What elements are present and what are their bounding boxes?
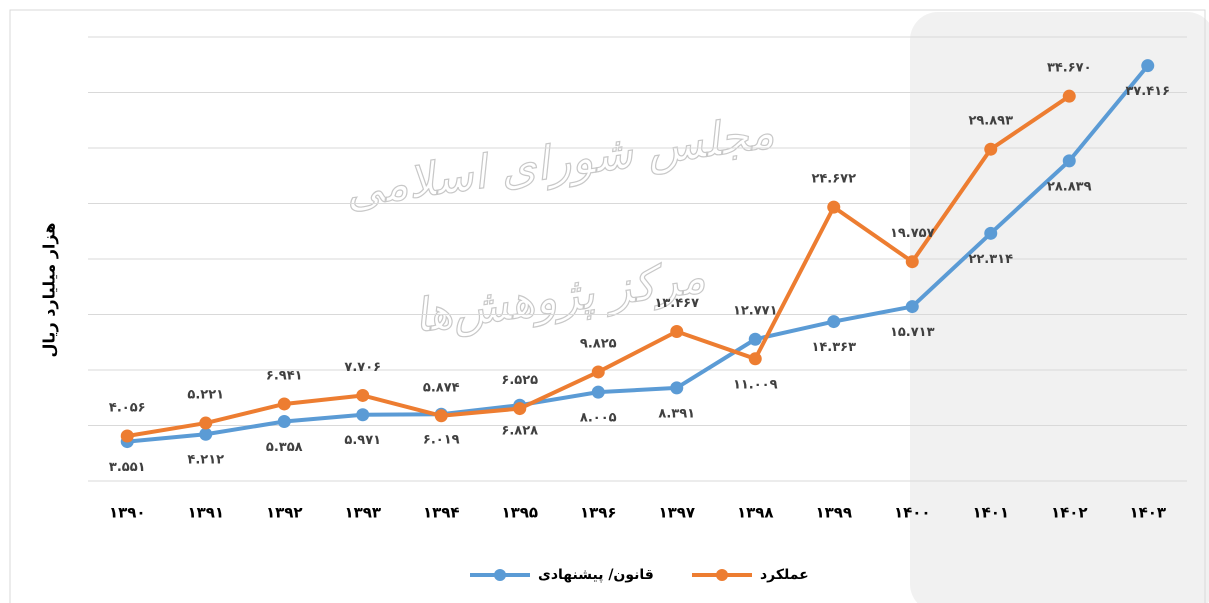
x-tick-label: ۱۴۰۰	[894, 504, 931, 522]
series-marker	[905, 300, 919, 314]
series-marker	[827, 315, 841, 329]
chart-border	[9, 9, 1206, 603]
data-label: ۳۷.۴۱۶	[1125, 84, 1170, 99]
legend-marker	[716, 569, 728, 581]
data-label: ۴.۰۵۶	[109, 400, 146, 415]
series-marker	[670, 381, 684, 395]
x-tick-label: ۱۴۰۲	[1051, 504, 1088, 522]
series-marker	[591, 365, 605, 379]
series-marker	[1141, 59, 1155, 73]
y-axis-label: هزار میلیارد ریال	[40, 223, 59, 358]
series-marker	[827, 200, 841, 214]
x-tick-label: ۱۳۹۰	[109, 504, 146, 522]
data-label: ۲۹.۸۹۳	[968, 114, 1013, 129]
data-label: ۴.۲۱۲	[187, 453, 224, 468]
data-label: ۹.۸۲۵	[580, 336, 617, 351]
data-label: ۱۵.۷۱۳	[890, 325, 935, 340]
data-label: ۵.۸۷۴	[423, 380, 460, 395]
x-tick-label: ۱۳۹۱	[187, 504, 224, 522]
series-marker	[591, 385, 605, 399]
data-label: ۱۱.۰۰۹	[733, 377, 778, 392]
data-label: ۳۴.۶۷۰	[1047, 61, 1092, 76]
data-label: ۶.۹۴۱	[266, 368, 303, 383]
series-marker	[748, 332, 762, 346]
series-marker	[513, 402, 527, 416]
data-label: ۸.۰۰۵	[580, 411, 617, 426]
data-label: ۵.۳۵۸	[266, 440, 303, 455]
series-marker	[434, 409, 448, 423]
x-tick-label: ۱۳۹۲	[266, 504, 303, 522]
data-label: ۱۹.۷۵۷	[890, 226, 935, 241]
x-tick-label: ۱۳۹۴	[423, 504, 460, 522]
data-label: ۸.۳۹۱	[658, 406, 695, 421]
data-label: ۶.۰۱۹	[423, 433, 460, 448]
legend-label: عملکرد	[760, 567, 809, 583]
series-marker	[905, 255, 919, 269]
series-marker	[356, 408, 370, 422]
series-marker	[277, 415, 291, 429]
series-marker	[199, 416, 213, 430]
data-label: ۲۸.۸۳۹	[1047, 179, 1092, 194]
series-marker	[984, 142, 998, 156]
x-tick-label: ۱۴۰۱	[972, 504, 1009, 522]
data-label: ۶.۸۲۸	[501, 424, 538, 439]
legend-marker	[494, 569, 506, 581]
series-line	[127, 64, 1150, 444]
data-label: ۵.۹۷۱	[344, 433, 381, 448]
series-marker	[748, 352, 762, 366]
data-label: ۶.۵۲۵	[501, 373, 538, 388]
x-tick-label: ۱۳۹۶	[580, 504, 617, 522]
series-marker	[670, 325, 684, 339]
data-label: ۱۳.۴۶۷	[654, 296, 699, 311]
x-tick-label: ۱۳۹۷	[658, 504, 695, 522]
x-tick-label: ۱۳۹۹	[815, 504, 852, 522]
data-label: ۲۴.۶۷۲	[811, 172, 856, 187]
x-tick-label: ۱۳۹۳	[344, 504, 381, 522]
series-marker	[1062, 154, 1076, 168]
data-label: ۱۲.۷۷۱	[733, 304, 778, 319]
series-marker	[277, 397, 291, 411]
x-tick-label: ۱۳۹۵	[501, 504, 538, 522]
data-label: ۲۲.۳۱۴	[968, 252, 1013, 267]
data-label: ۵.۲۲۱	[187, 388, 224, 403]
data-label: ۷.۷۰۶	[344, 360, 381, 375]
series-marker	[356, 388, 370, 402]
series-marker	[120, 429, 134, 443]
x-tick-label: ۱۴۰۳	[1129, 504, 1166, 522]
data-label: ۱۴.۳۶۳	[811, 340, 856, 355]
series-marker	[1062, 89, 1076, 103]
series-marker	[199, 427, 213, 441]
x-tick-label: ۱۳۹۸	[737, 504, 774, 522]
legend-label: قانون/ پیشنهادی	[538, 567, 654, 583]
series-marker	[984, 226, 998, 240]
data-label: ۳.۵۵۱	[109, 460, 146, 475]
